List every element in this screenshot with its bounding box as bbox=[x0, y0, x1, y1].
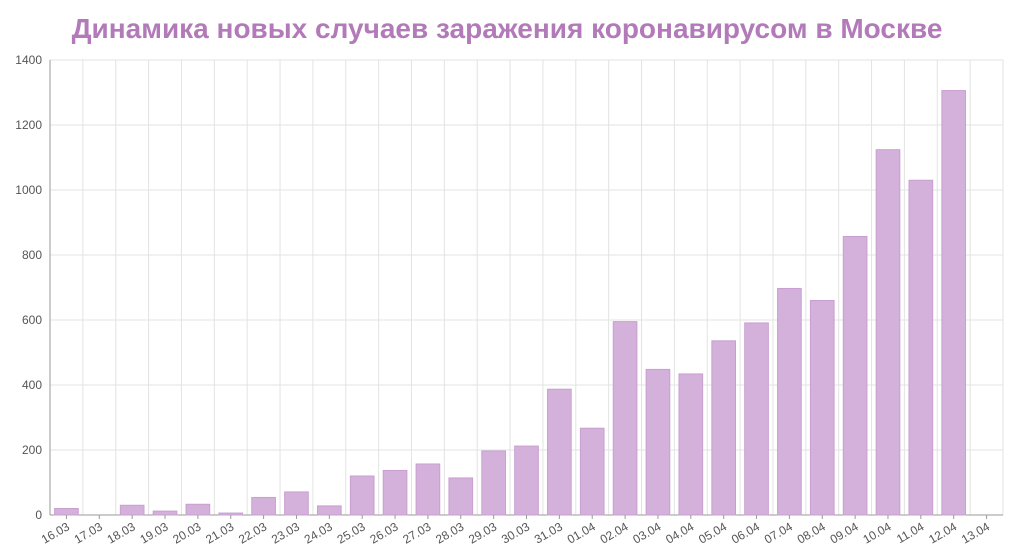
x-tick-label: 17.03 bbox=[72, 519, 105, 546]
bar bbox=[678, 373, 704, 516]
bar bbox=[941, 90, 967, 516]
bar bbox=[547, 388, 572, 516]
y-tick-label: 1000 bbox=[15, 183, 42, 197]
bar bbox=[842, 235, 868, 516]
bar bbox=[744, 322, 769, 516]
bar bbox=[481, 450, 506, 516]
x-tick-label: 12.04 bbox=[926, 519, 959, 546]
x-tick-label: 09.04 bbox=[828, 519, 861, 546]
bar bbox=[579, 427, 605, 516]
y-tick-label: 0 bbox=[35, 508, 42, 522]
y-tick-label: 200 bbox=[22, 443, 42, 457]
bar bbox=[875, 149, 901, 516]
bar bbox=[514, 445, 539, 516]
bar bbox=[908, 179, 934, 516]
bar bbox=[777, 287, 802, 516]
x-tick-label: 24.03 bbox=[302, 519, 335, 546]
bar bbox=[284, 491, 309, 516]
y-tick-label: 400 bbox=[22, 378, 42, 392]
x-tick-label: 29.03 bbox=[466, 519, 499, 546]
bar bbox=[316, 505, 342, 516]
x-tick-label: 04.04 bbox=[663, 519, 696, 546]
y-tick-label: 1400 bbox=[15, 53, 42, 67]
x-tick-label: 08.04 bbox=[795, 519, 828, 546]
x-tick-label: 31.03 bbox=[532, 519, 565, 546]
x-tick-label: 25.03 bbox=[335, 519, 368, 546]
bar bbox=[54, 508, 79, 516]
x-tick-label: 10.04 bbox=[860, 519, 893, 546]
y-tick-label: 1200 bbox=[15, 118, 42, 132]
x-tick-label: 20.03 bbox=[170, 519, 203, 546]
x-tick-label: 21.03 bbox=[203, 519, 236, 546]
x-tick-label: 26.03 bbox=[368, 519, 401, 546]
x-tick-label: 01.04 bbox=[565, 519, 598, 546]
x-tick-label: 05.04 bbox=[696, 519, 729, 546]
bar bbox=[448, 477, 474, 516]
bar bbox=[185, 503, 211, 516]
x-tick-label: 27.03 bbox=[400, 519, 433, 546]
x-tick-label: 13.04 bbox=[959, 519, 992, 546]
bar bbox=[612, 321, 638, 516]
bar bbox=[218, 512, 244, 516]
x-tick-label: 07.04 bbox=[762, 519, 795, 546]
x-tick-label: 19.03 bbox=[138, 519, 171, 546]
bar bbox=[645, 368, 671, 516]
bar bbox=[349, 475, 375, 516]
bar bbox=[119, 504, 145, 516]
x-tick-label: 28.03 bbox=[433, 519, 466, 546]
bar bbox=[251, 496, 276, 516]
x-tick-label: 02.04 bbox=[598, 519, 631, 546]
x-tick-label: 06.04 bbox=[729, 519, 762, 546]
y-tick-label: 600 bbox=[22, 313, 42, 327]
x-tick-label: 03.04 bbox=[630, 519, 663, 546]
x-tick-label: 22.03 bbox=[236, 519, 269, 546]
bar bbox=[152, 510, 178, 516]
x-tick-label: 30.03 bbox=[499, 519, 532, 546]
chart-title: Динамика новых случаев заражения коронав… bbox=[71, 13, 943, 44]
x-tick-label: 16.03 bbox=[39, 519, 72, 546]
y-tick-label: 800 bbox=[22, 248, 42, 262]
bar bbox=[711, 340, 737, 516]
bar bbox=[415, 463, 441, 516]
x-tick-label: 18.03 bbox=[105, 519, 138, 546]
x-tick-label: 23.03 bbox=[269, 519, 302, 546]
bar bbox=[809, 300, 835, 516]
x-tick-label: 11.04 bbox=[894, 519, 927, 546]
bar bbox=[382, 469, 408, 516]
